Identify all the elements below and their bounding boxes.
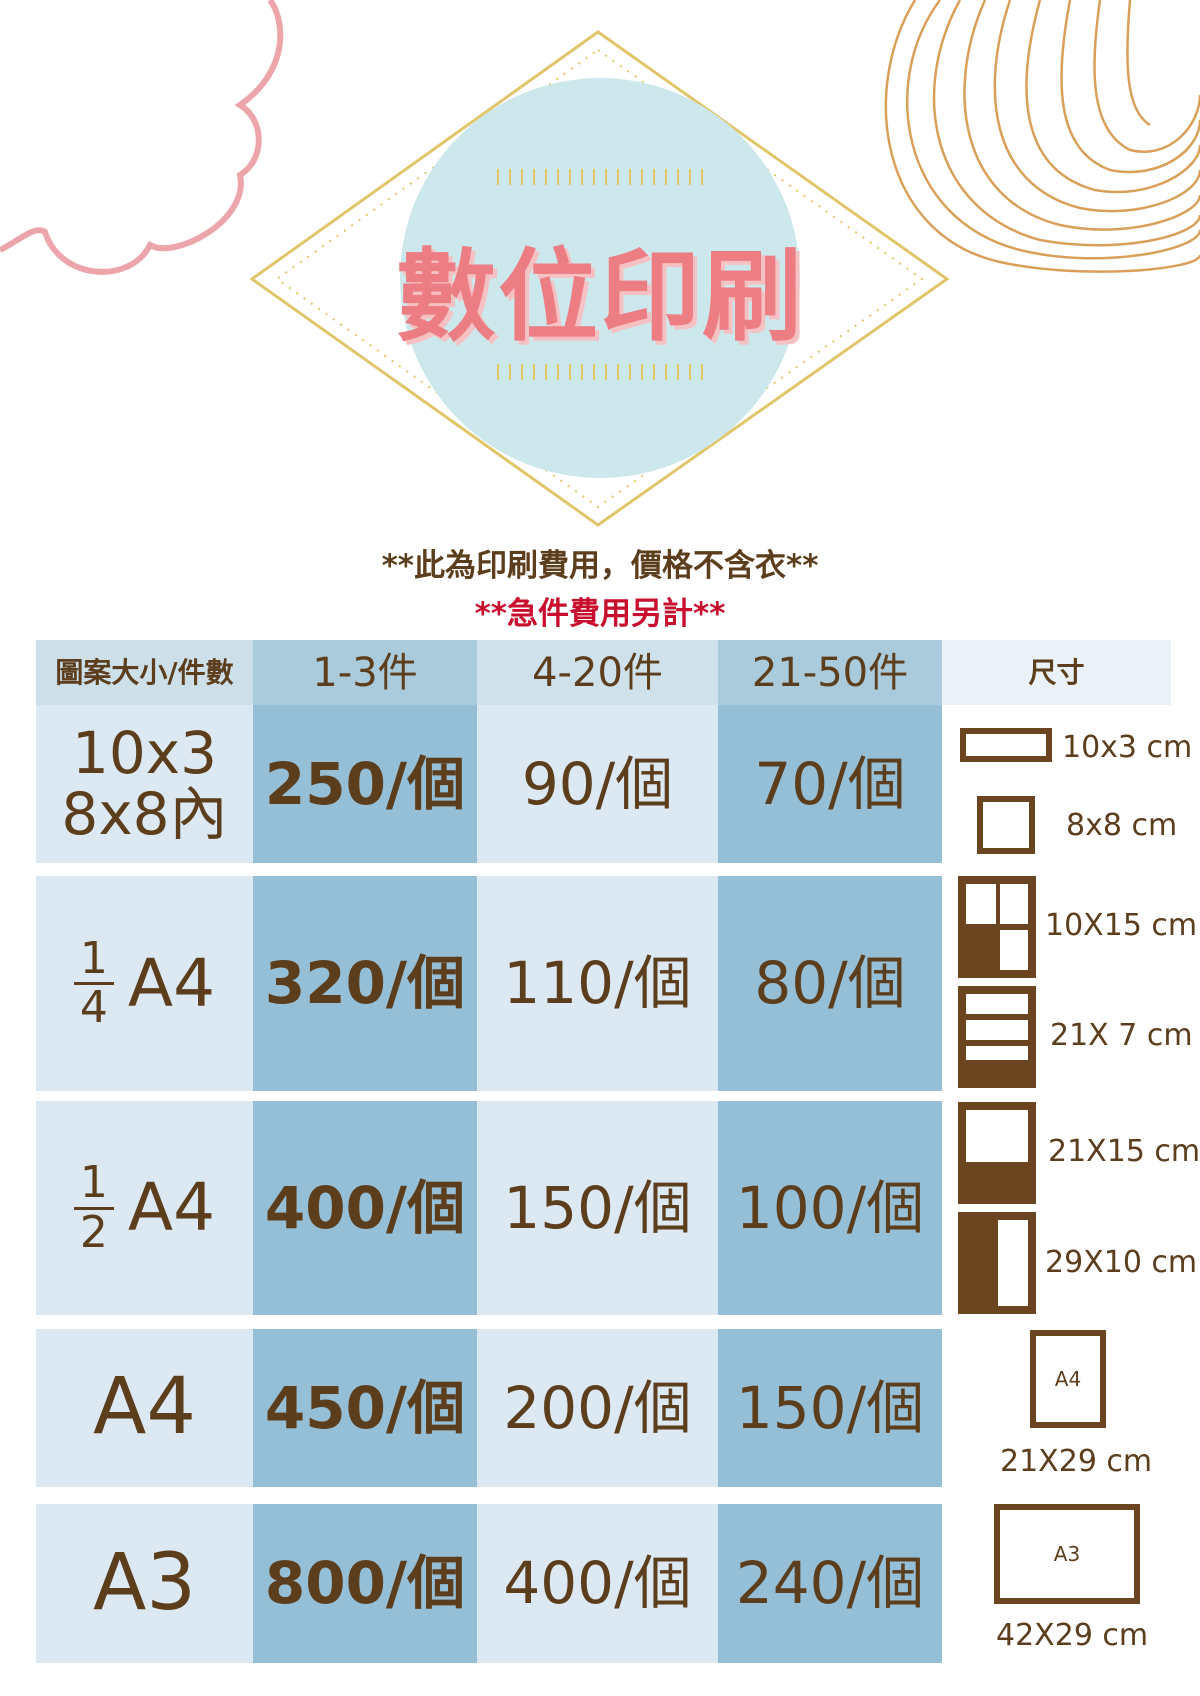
price-cell: 200/個: [477, 1329, 718, 1487]
size-cell: 1 2 A4: [36, 1101, 253, 1315]
header-cell: 1-3件: [253, 640, 477, 705]
size-label: 10x3: [71, 719, 218, 788]
size-label: A4: [93, 1362, 196, 1453]
dimension-label: 21X15 cm: [1048, 1134, 1200, 1169]
price-cell: 150/個: [477, 1101, 718, 1315]
fraction-denominator: 2: [79, 1206, 108, 1258]
dimension-label: 8x8 cm: [1066, 808, 1178, 843]
dimension-label: 42X29 cm: [996, 1618, 1149, 1653]
size-icon: [958, 1212, 1036, 1314]
price-cell: 800/個: [253, 1504, 477, 1663]
size-cell: 1 4 A4: [36, 876, 253, 1091]
header-cell: 尺寸: [942, 640, 1171, 705]
price-cell: 80/個: [718, 876, 942, 1091]
fraction-denominator: 4: [79, 982, 108, 1033]
size-label: A4: [127, 1169, 216, 1247]
icon-panel: [966, 1110, 1028, 1162]
dimension-label: 10x3 cm: [1062, 730, 1193, 765]
icon-panel: [998, 1220, 1028, 1306]
price-cell: 90/個: [477, 705, 718, 863]
icon-panel: [966, 884, 996, 924]
price-cell: 240/個: [718, 1504, 942, 1663]
price-cell: 100/個: [718, 1101, 942, 1315]
onion-lines: [884, 0, 1200, 273]
price-cell: 250/個: [253, 705, 477, 863]
dimension-label: 29X10 cm: [1045, 1245, 1198, 1280]
size-icon: A3: [994, 1504, 1140, 1604]
size-icon: [958, 1102, 1036, 1204]
fraction-numerator: 1: [73, 935, 114, 985]
size-icon: [958, 986, 1036, 1088]
size-icon: [960, 728, 1052, 762]
header-cell: 圖案大小/件數: [36, 640, 253, 705]
icon-panel: [1000, 884, 1028, 924]
dimension-label: 21X 7 cm: [1050, 1018, 1193, 1053]
price-cell: 320/個: [253, 876, 477, 1091]
icon-panel: [966, 1046, 1028, 1060]
size-label: 8x8內: [61, 780, 228, 848]
dimension-label: 10X15 cm: [1045, 908, 1198, 943]
header-cell: 4-20件: [477, 640, 718, 705]
size-icon: A4: [1030, 1330, 1106, 1428]
note-price: **此為印刷費用，價格不含衣**: [381, 548, 819, 584]
size-label: A4: [127, 944, 216, 1022]
price-cell: 70/個: [718, 705, 942, 863]
price-cell: 450/個: [253, 1329, 477, 1487]
size-label: A3: [93, 1537, 196, 1628]
size-cell: A3: [36, 1504, 253, 1663]
size-icon: [977, 796, 1035, 854]
page-title: 數位印刷: [396, 238, 804, 355]
price-cell: 150/個: [718, 1329, 942, 1487]
size-cell: A4: [36, 1329, 253, 1487]
icon-panel: [1000, 930, 1028, 970]
header-cell: 21-50件: [718, 640, 942, 705]
size-icon: [958, 876, 1036, 978]
size-cell: 10x3 8x8內: [36, 705, 253, 863]
header-decoration: [0, 0, 1200, 527]
fraction-numerator: 1: [73, 1160, 114, 1210]
title-circle: [400, 78, 800, 478]
price-cell: 400/個: [253, 1101, 477, 1315]
dimension-label: 21X29 cm: [1000, 1444, 1153, 1479]
icon-panel: [966, 994, 1028, 1014]
price-cell: 400/個: [477, 1504, 718, 1663]
icon-panel: [966, 1020, 1028, 1040]
price-cell: 110/個: [477, 876, 718, 1091]
note-rush: **急件費用另計**: [474, 596, 726, 632]
diamond-frame: [249, 30, 950, 527]
cloud-outline: [0, 0, 284, 275]
